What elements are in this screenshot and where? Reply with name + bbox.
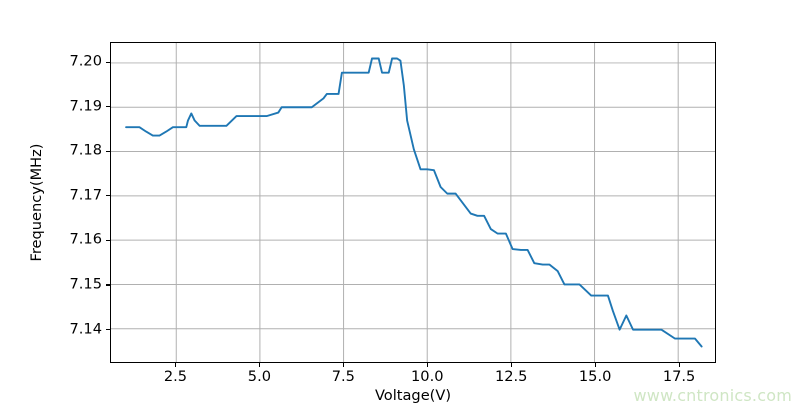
x-tick-mark: [594, 363, 596, 367]
x-tick-label: 15.0: [578, 368, 612, 385]
x-tick-label: 17.5: [662, 368, 696, 385]
y-axis-label: Frequency(MHz): [28, 143, 45, 262]
x-tick-mark: [510, 363, 512, 367]
x-tick-label: 12.5: [494, 368, 528, 385]
y-tick-mark: [106, 150, 110, 152]
y-tick-mark: [106, 239, 110, 241]
x-tick-mark: [342, 363, 344, 367]
x-tick-mark: [258, 363, 260, 367]
y-tick-label: 7.14: [69, 320, 103, 338]
y-tick-label: 7.19: [69, 97, 103, 115]
data-line-series: [111, 43, 715, 362]
x-tick-mark: [678, 363, 680, 367]
y-tick-mark: [106, 284, 110, 286]
y-tick-mark: [106, 329, 110, 331]
x-tick-label: 2.5: [163, 368, 188, 385]
x-tick-label: 10.0: [411, 368, 444, 385]
y-tick-mark: [106, 61, 110, 63]
y-tick-label: 7.20: [69, 52, 103, 70]
y-tick-label: 7.16: [69, 231, 103, 249]
grid-lines: [111, 43, 715, 362]
y-tick-mark: [106, 106, 110, 108]
plot-area: [110, 42, 716, 363]
x-tick-mark: [426, 363, 428, 367]
watermark-text: www.cntronics.com: [633, 386, 792, 405]
y-tick-label: 7.15: [69, 275, 103, 293]
x-axis-label: Voltage(V): [374, 387, 452, 404]
y-tick-mark: [106, 195, 110, 197]
x-tick-label: 5.0: [247, 368, 271, 385]
x-tick-label: 7.5: [331, 368, 355, 385]
y-tick-label: 7.17: [69, 186, 103, 204]
x-tick-mark: [174, 363, 176, 367]
y-tick-label: 7.18: [69, 141, 103, 159]
series-path-0: [126, 59, 702, 347]
